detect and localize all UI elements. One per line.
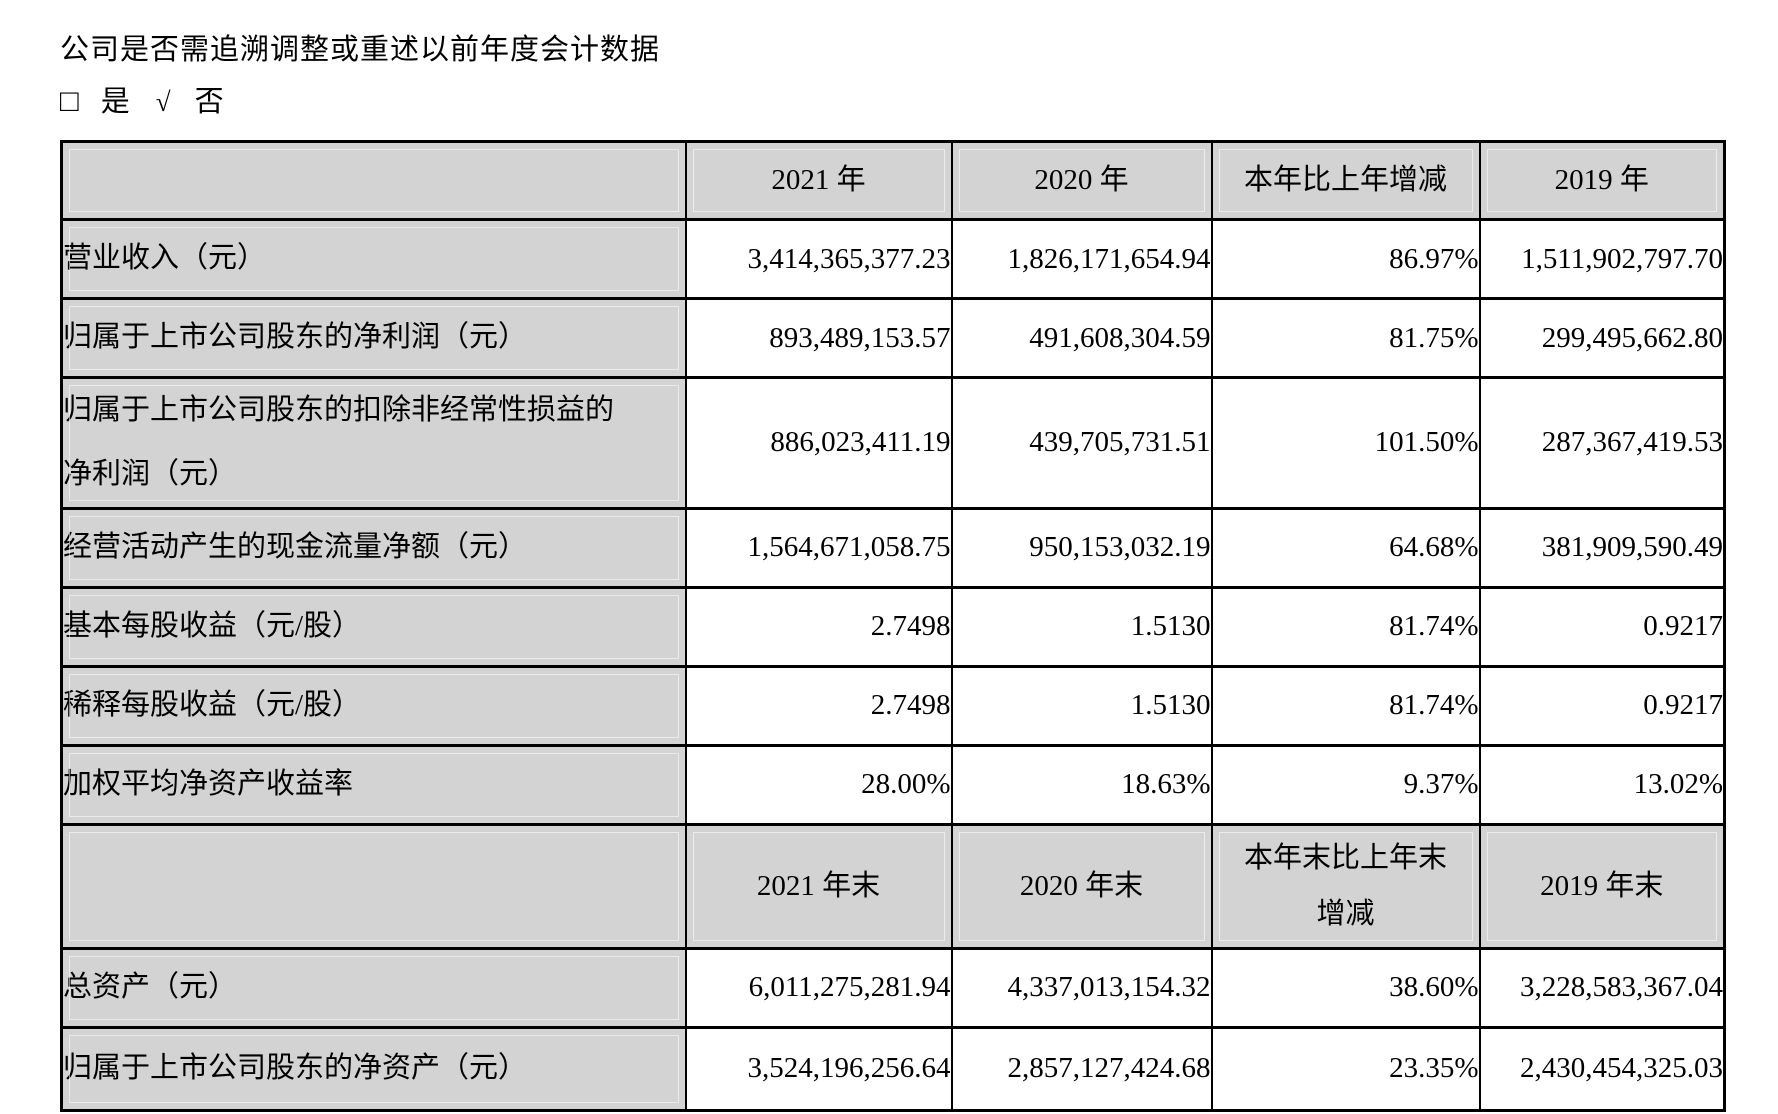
table-row-revenue: 营业收入（元） 3,414,365,377.23 1,826,171,654.9… (60, 218, 1726, 300)
value-2020-cell: 950,153,032.19 (950, 506, 1213, 589)
value-change-cell: 81.74% (1210, 664, 1481, 747)
value-2020-cell: 439,705,731.51 (950, 376, 1213, 510)
value-2021-cell: 6,011,275,281.94 (684, 946, 953, 1029)
value-2020-cell: 4,337,013,154.32 (950, 946, 1213, 1029)
value-2020-cell: 491,608,304.59 (950, 297, 1213, 379)
financial-summary-table: 2021 年 2020 年 本年比上年增减 2019 年 营业收入（元） 3,4… (60, 140, 1726, 1112)
question-text: 公司是否需追溯调整或重述以前年度会计数据 (60, 34, 661, 66)
value-2021-cell: 2.7498 (684, 664, 953, 747)
value-2021-cell: 1,564,671,058.75 (684, 506, 953, 589)
header-yearend-change-cell: 本年末比上年末 增减 (1210, 822, 1481, 950)
value-change-cell: 86.97% (1210, 218, 1481, 300)
table-row-total-assets: 总资产（元） 6,011,275,281.94 4,337,013,154.32… (60, 946, 1726, 1029)
metric-label-cell: 基本每股收益（元/股） (60, 585, 687, 668)
value-2019-cell: 2,430,454,325.03 (1478, 1025, 1726, 1112)
value-change-cell: 101.50% (1210, 376, 1481, 510)
metric-label-cell: 经营活动产生的现金流量净额（元） (60, 506, 687, 589)
value-2021-cell: 2.7498 (684, 585, 953, 668)
value-2020-cell: 18.63% (950, 743, 1213, 826)
table-row-net-assets: 归属于上市公司股东的净资产（元） 3,524,196,256.64 2,857,… (60, 1025, 1726, 1112)
value-2019-cell: 299,495,662.80 (1478, 297, 1726, 379)
table-row-diluted-eps: 稀释每股收益（元/股） 2.7498 1.5130 81.74% 0.9217 (60, 664, 1726, 747)
metric-label-cell: 归属于上市公司股东的扣除非经常性损益的 净利润（元） (60, 376, 687, 510)
metric-label-cell: 稀释每股收益（元/股） (60, 664, 687, 747)
metric-label-cell: 归属于上市公司股东的净资产（元） (60, 1025, 687, 1112)
metric-label-cell: 营业收入（元） (60, 218, 687, 300)
table-row-basic-eps: 基本每股收益（元/股） 2.7498 1.5130 81.74% 0.9217 (60, 585, 1726, 668)
value-2019-cell: 381,909,590.49 (1478, 506, 1726, 589)
yes-no-checkline: □ 是 √ 否 (60, 78, 224, 120)
checkbox-unchecked-icon: □ (60, 83, 79, 118)
table-row-operating-cash-flow: 经营活动产生的现金流量净额（元） 1,564,671,058.75 950,15… (60, 506, 1726, 589)
value-2019-cell: 287,367,419.53 (1478, 376, 1726, 510)
period-header-row: 2021 年 2020 年 本年比上年增减 2019 年 (60, 140, 1726, 221)
value-2021-cell: 886,023,411.19 (684, 376, 953, 510)
option-yes-label: 是 (100, 86, 130, 118)
option-no-label: 否 (194, 86, 224, 118)
value-change-cell: 64.68% (1210, 506, 1481, 589)
metric-label-cell: 归属于上市公司股东的净利润（元） (60, 297, 687, 379)
value-2021-cell: 893,489,153.57 (684, 297, 953, 379)
yearend-header-row: 2021 年末 2020 年末 本年末比上年末 增减 2019 年末 (60, 822, 1726, 950)
value-2019-cell: 3,228,583,367.04 (1478, 946, 1726, 1029)
table-row-net-profit: 归属于上市公司股东的净利润（元） 893,489,153.57 491,608,… (60, 297, 1726, 379)
metric-label-cell: 加权平均净资产收益率 (60, 743, 687, 826)
metric-label-cell: 总资产（元） (60, 946, 687, 1029)
value-2021-cell: 28.00% (684, 743, 953, 826)
value-2020-cell: 1.5130 (950, 585, 1213, 668)
value-change-cell: 23.35% (1210, 1025, 1481, 1112)
header-2020-cell: 2020 年 (950, 140, 1213, 221)
value-change-cell: 38.60% (1210, 946, 1481, 1029)
table-row-weighted-roe: 加权平均净资产收益率 28.00% 18.63% 9.37% 13.02% (60, 743, 1726, 826)
header-2019-cell: 2019 年 (1478, 140, 1726, 221)
header-yoy-change-cell: 本年比上年增减 (1210, 140, 1481, 221)
blank-header-cell (60, 822, 687, 950)
value-2020-cell: 1,826,171,654.94 (950, 218, 1213, 300)
value-2019-cell: 1,511,902,797.70 (1478, 218, 1726, 300)
header-2019-end-cell: 2019 年末 (1478, 822, 1726, 950)
header-2021-end-cell: 2021 年末 (684, 822, 953, 950)
value-change-cell: 81.74% (1210, 585, 1481, 668)
blank-header-cell (60, 140, 687, 221)
value-2019-cell: 13.02% (1478, 743, 1726, 826)
value-2019-cell: 0.9217 (1478, 585, 1726, 668)
header-2021-cell: 2021 年 (684, 140, 953, 221)
value-2021-cell: 3,524,196,256.64 (684, 1025, 953, 1112)
value-2019-cell: 0.9217 (1478, 664, 1726, 747)
header-2020-end-cell: 2020 年末 (950, 822, 1213, 950)
checkmark-icon: √ (155, 87, 171, 117)
value-2021-cell: 3,414,365,377.23 (684, 218, 953, 300)
value-2020-cell: 2,857,127,424.68 (950, 1025, 1213, 1112)
table-row-deducted-net-profit: 归属于上市公司股东的扣除非经常性损益的 净利润（元） 886,023,411.1… (60, 376, 1726, 510)
value-change-cell: 9.37% (1210, 743, 1481, 826)
value-change-cell: 81.75% (1210, 297, 1481, 379)
value-2020-cell: 1.5130 (950, 664, 1213, 747)
